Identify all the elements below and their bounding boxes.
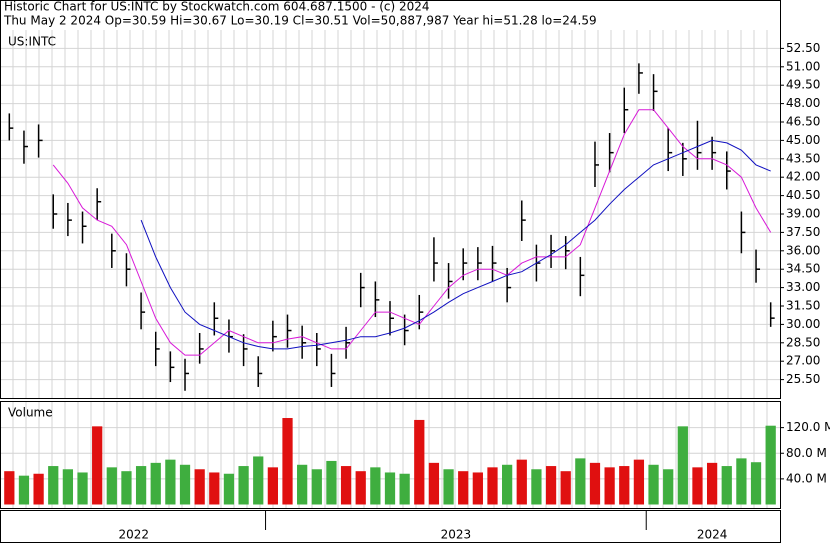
y-tick-label: 49.50	[786, 78, 820, 92]
y-tick-label: 48.00	[786, 96, 820, 110]
volume-bar	[282, 418, 293, 505]
volume-bar	[545, 466, 557, 505]
volume-bar	[692, 467, 703, 505]
y-tick-label: 25.50	[786, 372, 820, 386]
y-tick-label: 33.00	[786, 280, 820, 294]
x-tick-label: 2022	[119, 528, 150, 542]
y-tick-label: 120.0 M	[786, 420, 830, 434]
volume-bar	[560, 471, 571, 505]
volume-bar	[326, 460, 337, 505]
volume-bar	[721, 466, 732, 505]
volume-bar	[340, 466, 352, 505]
volume-bar	[355, 471, 366, 505]
volume-bar	[663, 469, 674, 505]
volume-label: Volume	[8, 406, 53, 420]
volume-bar	[575, 458, 586, 505]
volume-bar	[297, 464, 308, 505]
volume-bar	[750, 462, 762, 505]
y-tick-label: 52.50	[786, 41, 820, 55]
y-tick-label: 37.50	[786, 225, 820, 239]
y-tick-label: 30.00	[786, 317, 820, 331]
volume-bar	[267, 467, 278, 505]
volume-bar	[121, 471, 132, 505]
volume-bar	[765, 425, 776, 505]
y-tick-label: 40.50	[786, 188, 820, 202]
volume-bar	[619, 466, 630, 505]
volume-bar	[648, 464, 659, 505]
volume-bar	[516, 459, 527, 505]
y-tick-label: 39.00	[786, 207, 820, 221]
volume-bar	[458, 471, 469, 505]
volume-bar	[428, 462, 440, 505]
volume-bar	[443, 469, 454, 505]
volume-bar	[77, 472, 88, 505]
volume-bar	[414, 419, 425, 505]
volume-bar	[238, 466, 249, 505]
volume-bar	[502, 464, 513, 505]
x-tick-label: 2023	[441, 528, 472, 542]
volume-bar	[487, 467, 498, 505]
y-tick-label: 43.50	[786, 151, 820, 165]
volume-bar	[135, 466, 147, 505]
volume-bar	[106, 467, 117, 505]
y-tick-label: 45.00	[786, 133, 820, 147]
volume-bar	[370, 467, 381, 505]
y-tick-label: 28.50	[786, 335, 820, 349]
y-tick-label: 80.0 M	[786, 446, 827, 460]
volume-bar	[179, 464, 191, 505]
y-tick-label: 51.00	[786, 59, 820, 73]
volume-bar	[736, 458, 747, 505]
volume-bar	[589, 462, 601, 505]
time-axis	[0, 510, 781, 543]
y-tick-label: 31.50	[786, 299, 820, 313]
volume-bar	[311, 469, 322, 505]
volume-bar	[472, 472, 483, 505]
moving-average	[52, 109, 772, 356]
header-line: Thu May 2 2024 Op=30.59 Hi=30.67 Lo=30.1…	[3, 14, 597, 28]
volume-bar	[150, 462, 161, 505]
moving-average	[140, 139, 771, 350]
volume-bar	[531, 469, 542, 505]
header-line: Historic Chart for US:INTC by Stockwatch…	[4, 0, 430, 14]
y-tick-label: 42.00	[786, 170, 820, 184]
x-tick-label: 2024	[697, 528, 728, 542]
volume-bar	[706, 462, 718, 505]
symbol-label: US:INTC	[8, 35, 56, 49]
volume-bar	[253, 456, 264, 505]
volume-bar	[223, 473, 235, 505]
volume-bar	[48, 466, 59, 505]
y-tick-label: 27.00	[786, 354, 820, 368]
y-tick-label: 34.50	[786, 262, 820, 276]
volume-bar	[384, 472, 396, 505]
volume-bar	[399, 473, 410, 505]
y-tick-label: 46.50	[786, 115, 820, 129]
volume-bar	[33, 473, 44, 505]
volume-bar	[677, 426, 688, 505]
volume-bar	[165, 459, 176, 505]
volume-bar	[92, 426, 103, 505]
volume-bar	[633, 459, 645, 505]
y-tick-label: 40.0 M	[786, 471, 827, 485]
volume-bar	[604, 467, 615, 505]
volume-bar	[194, 469, 205, 505]
y-tick-label: 36.00	[786, 243, 820, 257]
volume-bar	[18, 475, 30, 505]
volume-bar	[4, 471, 15, 505]
volume-bar	[62, 469, 74, 505]
volume-bar	[209, 472, 220, 505]
